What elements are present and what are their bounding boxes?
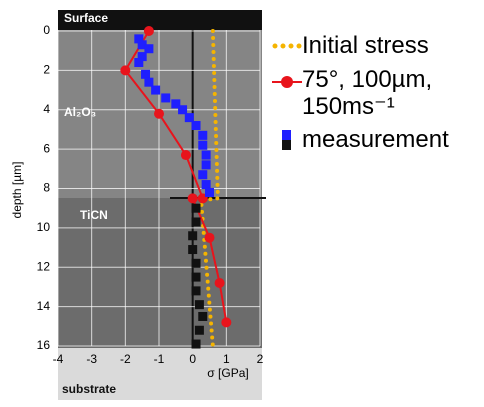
y-tick-label: 12 xyxy=(37,259,51,273)
point xyxy=(154,108,164,119)
series-line xyxy=(198,29,220,348)
point xyxy=(194,300,204,310)
legend-marker-square xyxy=(282,140,291,150)
point xyxy=(204,232,215,243)
point xyxy=(120,65,131,76)
legend-marker xyxy=(282,130,291,150)
point xyxy=(144,77,154,87)
point xyxy=(184,113,194,123)
point xyxy=(141,69,151,79)
legend-label: Initial stress xyxy=(302,32,429,59)
point xyxy=(161,93,171,103)
point xyxy=(201,180,211,190)
substrate-label: substrate xyxy=(62,382,116,396)
x-tick-label: -1 xyxy=(154,352,165,366)
legend-label: 75°, 100µm, 150ms⁻¹ xyxy=(302,66,433,120)
point xyxy=(194,325,204,335)
point xyxy=(180,150,191,161)
point xyxy=(144,44,154,54)
point xyxy=(191,203,201,213)
surface-label: Surface xyxy=(64,11,108,25)
point xyxy=(171,99,181,109)
al2o3-label: Al₂O₃ xyxy=(64,105,96,119)
point xyxy=(137,40,147,50)
y-tick-label: 16 xyxy=(37,338,51,352)
point xyxy=(191,286,201,296)
legend-item: 75°, 100µm, 150ms⁻¹ xyxy=(272,66,477,120)
y-tick-label: 6 xyxy=(43,141,50,155)
x-tick-label: 2 xyxy=(257,352,264,366)
point xyxy=(214,278,225,288)
point xyxy=(201,150,211,160)
x-tick-label: 1 xyxy=(223,352,230,366)
point xyxy=(178,105,188,115)
point xyxy=(191,272,201,282)
ticn-label: TiCN xyxy=(80,208,108,222)
point xyxy=(134,34,144,44)
point xyxy=(188,231,198,241)
legend-item: Initial stress xyxy=(272,32,477,60)
y-tick-label: 10 xyxy=(37,220,51,234)
x-tick-label: 0 xyxy=(189,352,196,366)
y-tick-label: 14 xyxy=(37,299,51,313)
y-tick-label: 4 xyxy=(43,102,50,116)
point xyxy=(191,339,201,349)
point xyxy=(198,311,208,321)
legend-marker xyxy=(272,76,302,88)
legend: Initial stress 75°, 100µm, 150ms⁻¹ measure… xyxy=(272,32,477,160)
point xyxy=(201,160,211,170)
x-tick-label: -3 xyxy=(86,352,97,366)
legend-marker-dot xyxy=(281,76,293,88)
point xyxy=(198,140,208,150)
point xyxy=(191,217,201,227)
legend-marker xyxy=(272,43,302,49)
point xyxy=(151,85,161,95)
point xyxy=(198,130,208,140)
y-tick-label: 2 xyxy=(43,63,50,77)
x-axis-label: σ [GPa] xyxy=(207,366,248,380)
legend-marker-square xyxy=(282,130,291,140)
x-tick-label: -4 xyxy=(53,352,64,366)
point xyxy=(191,121,201,130)
point xyxy=(198,170,208,180)
legend-label: measurement xyxy=(302,126,449,153)
legend-item: measurement xyxy=(272,126,477,154)
point xyxy=(187,193,198,204)
surface-layer xyxy=(58,10,262,30)
point xyxy=(134,58,144,67)
point xyxy=(137,52,147,62)
y-axis-label: depth [µm] xyxy=(10,162,24,219)
substrate-layer xyxy=(58,348,262,400)
point xyxy=(221,317,232,328)
point xyxy=(205,187,214,197)
point xyxy=(143,26,154,36)
y-tick-label: 8 xyxy=(43,181,50,195)
y-tick-label: 0 xyxy=(43,23,50,37)
point xyxy=(188,245,198,255)
point xyxy=(191,258,201,268)
x-tick-label: -2 xyxy=(120,352,131,366)
